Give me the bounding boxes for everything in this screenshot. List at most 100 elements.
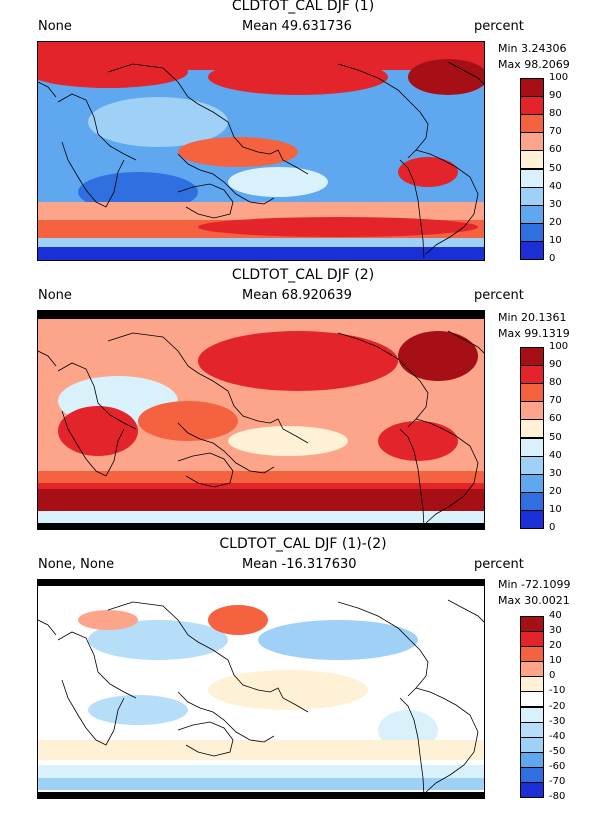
colorbar-swatch: [520, 706, 544, 723]
coastline: [61, 679, 125, 746]
colorbar-tick-label: 10: [549, 234, 562, 246]
contour-region: [78, 610, 138, 630]
map-field: [38, 42, 484, 260]
colorbar-swatch: [520, 78, 544, 98]
panel-title: CLDTOT_CAL DJF (1): [231, 0, 375, 14]
colorbar-swatch: [520, 691, 544, 708]
colorbar-swatch: [520, 721, 544, 738]
colorbar-swatch: [520, 383, 544, 403]
coastline: [447, 330, 484, 354]
colorbar-tick-label: -30: [549, 715, 566, 727]
coastline: [38, 619, 57, 636]
coastline: [415, 418, 479, 524]
panel-title: CLDTOT_CAL DJF (2): [231, 267, 375, 283]
units-label: percent: [474, 557, 524, 572]
colorbar: [520, 78, 544, 260]
contour-band: [38, 311, 484, 319]
mean-label: Mean 49.631736: [242, 19, 352, 34]
coastline: [177, 422, 275, 474]
coastline: [177, 721, 234, 757]
colorbar-tick-label: 20: [549, 485, 562, 497]
max-label: Max 30.0021: [498, 594, 570, 607]
colorbar-swatch: [520, 365, 544, 385]
min-label: Min 3.24306: [498, 42, 567, 55]
left-label: None: [38, 19, 72, 34]
contour-band: [38, 778, 484, 790]
colorbar-tick-label: -50: [549, 745, 566, 757]
contour-band: [38, 765, 484, 780]
contour-region: [208, 670, 368, 710]
colorbar-tick-label: 50: [549, 431, 562, 443]
colorbar-tick-label: 70: [549, 395, 562, 407]
coastline: [57, 631, 137, 699]
colorbar-tick-label: 100: [549, 72, 569, 83]
map-field: [38, 311, 484, 529]
colorbar-swatch: [520, 455, 544, 475]
map-field: [38, 580, 484, 798]
coastline: [447, 61, 484, 85]
colorbar-swatch: [520, 509, 544, 529]
coastline: [177, 691, 275, 743]
colorbar-swatch: [520, 96, 544, 116]
units-label: percent: [474, 19, 524, 34]
coastline: [107, 332, 309, 444]
colorbar-tick-label: 30: [549, 198, 562, 210]
contour-region: [58, 406, 138, 456]
contour-band: [38, 580, 484, 586]
max-label: Max 98.2069: [498, 58, 570, 71]
coastline: [61, 410, 125, 477]
colorbar-swatch: [520, 401, 544, 421]
colorbar-swatch: [520, 114, 544, 134]
colorbar-tick-label: 60: [549, 413, 562, 425]
units-label: percent: [474, 288, 524, 303]
colorbar-tick-label: -80: [549, 791, 566, 802]
colorbar-swatch: [520, 736, 544, 753]
contour-region: [208, 605, 268, 635]
colorbar-swatch: [520, 240, 544, 260]
map-plot: [37, 310, 485, 530]
colorbar-swatch: [520, 150, 544, 170]
contour-region: [228, 426, 348, 456]
colorbar: [520, 347, 544, 529]
left-label: None: [38, 288, 72, 303]
contour-region: [88, 695, 188, 725]
colorbar-swatch: [520, 661, 544, 678]
colorbar-tick-label: 60: [549, 144, 562, 156]
contour-band: [38, 471, 484, 485]
colorbar-tick-label: 90: [549, 359, 562, 371]
contour-region: [228, 167, 328, 197]
contour-region: [38, 56, 188, 88]
panel-2: CLDTOT_CAL DJF (2) None Mean 68.920639 p…: [0, 267, 606, 539]
colorbar-swatch: [520, 473, 544, 493]
colorbar-tick-label: 40: [549, 180, 562, 192]
colorbar-tick-label: -20: [549, 700, 566, 712]
contour-region: [408, 59, 484, 95]
panel-title: CLDTOT_CAL DJF (1)-(2): [219, 536, 387, 552]
contour-band: [38, 523, 484, 529]
coastline: [415, 687, 479, 793]
left-label: None, None: [38, 557, 115, 572]
colorbar-swatch: [520, 751, 544, 768]
colorbar-swatch: [520, 347, 544, 367]
coastline: [399, 697, 425, 797]
colorbar-tick-label: 30: [549, 467, 562, 479]
contour-region: [138, 401, 238, 441]
panel-1: CLDTOT_CAL DJF (1) None Mean 49.631736 p…: [0, 0, 606, 270]
colorbar-tick-label: 10: [549, 655, 562, 667]
coastline: [107, 63, 309, 175]
coastline: [399, 159, 425, 259]
contour-band: [38, 238, 484, 248]
coastline: [399, 428, 425, 528]
colorbar-tick-label: 0: [549, 670, 556, 682]
coastline: [177, 153, 275, 205]
colorbar-tick-label: 40: [549, 449, 562, 461]
colorbar-tick-label: 50: [549, 162, 562, 174]
coastline: [337, 601, 429, 697]
colorbar-swatch: [520, 222, 544, 242]
contour-region: [378, 421, 458, 461]
coastline: [107, 601, 309, 713]
colorbar-tick-label: 0: [549, 522, 556, 533]
contour-band: [38, 202, 484, 222]
contour-region: [258, 620, 418, 660]
contour-region: [88, 97, 228, 147]
